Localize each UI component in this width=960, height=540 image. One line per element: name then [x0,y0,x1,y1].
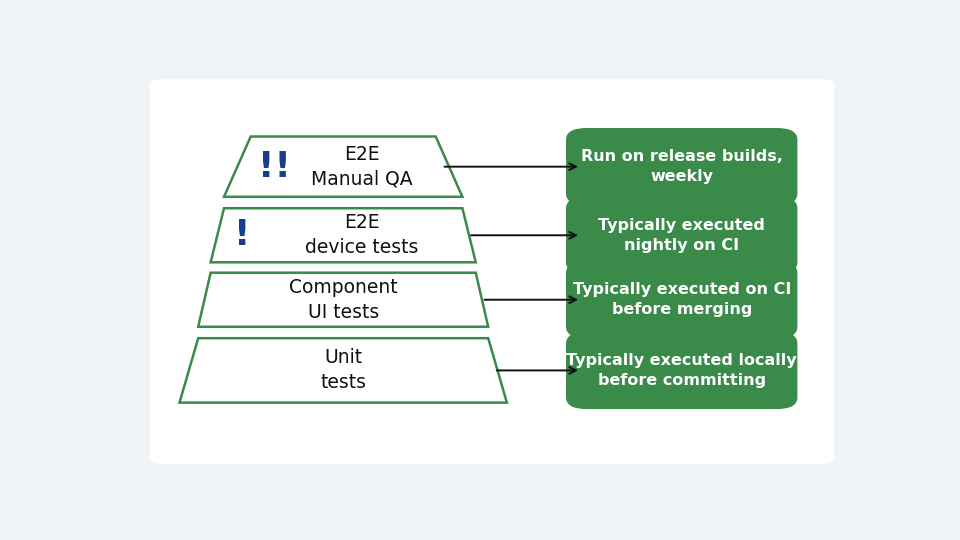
FancyBboxPatch shape [150,79,834,464]
Text: E2E
device tests: E2E device tests [305,213,419,257]
Text: !!: !! [258,150,291,184]
Text: Unit
tests: Unit tests [321,348,366,393]
Polygon shape [224,137,463,197]
Text: Run on release builds,
weekly: Run on release builds, weekly [581,149,782,184]
Polygon shape [198,273,489,327]
FancyBboxPatch shape [566,261,798,339]
Text: !: ! [234,218,251,252]
Text: Typically executed locally
before committing: Typically executed locally before commit… [566,353,797,388]
Text: Typically executed on CI
before merging: Typically executed on CI before merging [572,282,791,317]
Polygon shape [210,208,476,262]
FancyBboxPatch shape [566,197,798,274]
Polygon shape [180,338,507,403]
Text: E2E
Manual QA: E2E Manual QA [311,145,413,188]
FancyBboxPatch shape [566,332,798,409]
Text: Typically executed
nightly on CI: Typically executed nightly on CI [598,218,765,253]
FancyBboxPatch shape [566,128,798,205]
Text: Component
UI tests: Component UI tests [289,278,397,322]
